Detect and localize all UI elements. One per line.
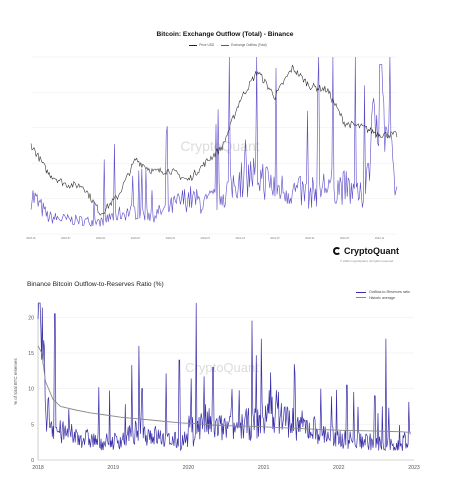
series-exchange-outflow xyxy=(30,56,398,227)
bottom-chart-legend: Outflow-to-Reserves ratio Historic avera… xyxy=(356,290,410,301)
top-x-tick-label: 2018-07 xyxy=(61,236,71,240)
top-x-tick-label: 2021-01 xyxy=(235,236,245,240)
top-chart-legend: Price USD Exchange Outflow (Total) xyxy=(0,43,450,47)
exchange-outflow-chart: CryptoQuant 2018-01 2018-07 2019-01 2019-07 2… xyxy=(26,56,398,240)
bottom-x-tick-label: 2023 xyxy=(408,465,420,471)
top-x-tick-label: 2019-01 xyxy=(96,236,106,240)
series-price-usd xyxy=(30,64,398,216)
series-outflow-to-reserves-ratio xyxy=(37,302,411,452)
copyright-text: © 2022 CryptoQuant. All rights reserved. xyxy=(340,259,394,263)
top-x-tick-label: 2022-07 xyxy=(340,236,350,240)
bottom-watermark: CryptoQuant xyxy=(185,360,259,375)
top-chart-title: Bitcoin: Exchange Outflow (Total) - Bina… xyxy=(156,31,294,38)
top-x-tick-label: 2019-07 xyxy=(131,236,141,240)
bottom-y-tick-label: 5 xyxy=(31,422,34,428)
legend-price-swatch xyxy=(189,44,198,46)
exchange-outflow-panel: Bitcoin: Exchange Outflow (Total) - Bina… xyxy=(0,31,450,263)
bottom-chart-title: Binance Bitcoin Outflow-to-Reserves Rati… xyxy=(27,281,164,288)
bottom-x-tick-label: 2019 xyxy=(107,465,119,471)
top-x-tick-label: 2020-07 xyxy=(201,236,211,240)
top-x-tick-label: 2022-01 xyxy=(305,236,315,240)
top-x-tick-label: 2021-07 xyxy=(270,236,280,240)
legend-price-label: Price USD xyxy=(199,43,215,47)
cryptoquant-logo: CryptoQuant xyxy=(333,246,399,256)
bottom-x-tick-label: 2018 xyxy=(32,465,44,471)
top-watermark: CryptoQuant xyxy=(180,138,259,154)
bottom-x-tick-label: 2021 xyxy=(258,465,270,471)
legend-ratio-label: Outflow-to-Reserves ratio xyxy=(369,290,410,294)
top-x-tick-label: 2022-11 xyxy=(375,236,385,240)
legend-outflow-swatch xyxy=(221,44,230,46)
series-historic-average xyxy=(37,345,411,433)
bottom-y-tick-label: 20 xyxy=(28,315,34,321)
bottom-x-tick-label: 2022 xyxy=(333,465,345,471)
bottom-y-tick-label: 0 xyxy=(31,458,34,464)
bottom-y-tick-label: 10 xyxy=(28,387,34,393)
legend-average-label: Historic average xyxy=(369,295,395,300)
cryptoquant-logo-icon xyxy=(333,247,341,255)
legend-ratio-swatch xyxy=(356,291,366,293)
bottom-x-tick-label: 2020 xyxy=(183,465,195,471)
bottom-y-axis-label: % of total BTC reserves xyxy=(13,358,18,405)
bottom-y-tick-label: 15 xyxy=(28,351,34,357)
top-x-tick-label: 2020-01 xyxy=(166,236,176,240)
cryptoquant-logo-text: CryptoQuant xyxy=(344,246,399,256)
top-x-tick-label: 2018-01 xyxy=(26,236,36,240)
legend-average-swatch xyxy=(356,297,366,299)
legend-outflow-label: Exchange Outflow (Total) xyxy=(231,43,267,47)
